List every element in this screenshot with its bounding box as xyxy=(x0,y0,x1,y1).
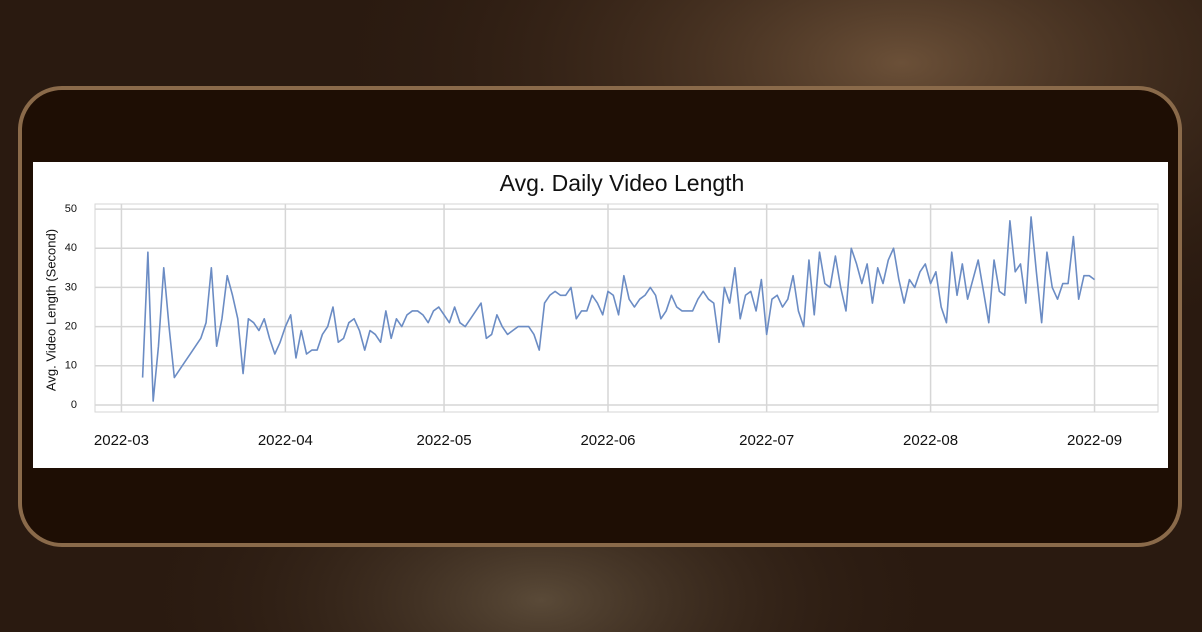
y-tick-label: 0 xyxy=(71,399,77,411)
x-tick-label: 2022-06 xyxy=(580,432,635,449)
y-tick-label: 40 xyxy=(65,242,77,254)
chart-panel xyxy=(33,162,1168,468)
x-tick-label: 2022-05 xyxy=(417,432,472,449)
plot: 0 10 20 30 40 50 2022-03 2022-04 2022-05 2022-06 2… xyxy=(65,203,1159,449)
x-tick-label: 2022-08 xyxy=(903,432,958,449)
y-axis-label: Avg. Video Length (Second) xyxy=(43,229,58,391)
y-tick-label: 30 xyxy=(65,281,77,293)
plot-frame xyxy=(94,203,1159,413)
y-tick-label: 10 xyxy=(65,360,77,372)
y-tick-label: 50 xyxy=(65,203,77,215)
data-line xyxy=(141,216,1096,402)
y-tick-label: 20 xyxy=(65,321,77,333)
x-tick-label: 2022-04 xyxy=(258,432,313,449)
x-tick-label: 2022-07 xyxy=(739,432,794,449)
chart-title: Avg. Daily Video Length xyxy=(500,170,745,196)
x-tick-label: 2022-09 xyxy=(1067,432,1122,449)
x-tick-label: 2022-03 xyxy=(94,432,149,449)
